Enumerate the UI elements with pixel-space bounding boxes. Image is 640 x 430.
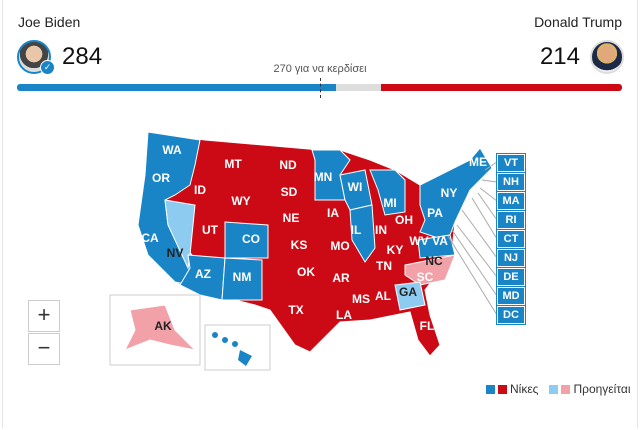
state-nm[interactable]: NM	[232, 270, 252, 284]
state-box-md[interactable]: MD	[496, 286, 526, 306]
rep-progress-bar	[381, 84, 622, 91]
state-ca[interactable]: CA	[141, 231, 159, 245]
hi	[212, 332, 252, 366]
state-box-ri[interactable]: RI	[496, 210, 526, 230]
state-al[interactable]: AL	[375, 289, 391, 303]
legend-wins: Νίκες	[510, 382, 539, 396]
state-hi[interactable]: HI	[219, 346, 231, 360]
northeast	[419, 147, 493, 239]
state-nd[interactable]: ND	[279, 158, 297, 172]
state-sc[interactable]: SC	[416, 270, 434, 284]
zoom-out-button[interactable]: −	[28, 333, 60, 365]
dem-lead-swatch	[549, 384, 559, 394]
state-box-ma[interactable]: MA	[496, 191, 526, 211]
legend-leading: Προηγείται	[573, 382, 631, 396]
state-sd[interactable]: SD	[280, 185, 298, 199]
state-il[interactable]: IL	[350, 223, 362, 237]
state-az[interactable]: AZ	[195, 267, 211, 281]
state-mi[interactable]: MI	[383, 196, 397, 210]
state-wv[interactable]: WV	[409, 234, 429, 248]
state-ok[interactable]: OK	[297, 265, 315, 279]
mi	[369, 169, 406, 216]
zoom-in-button[interactable]: +	[28, 300, 60, 332]
dem-win-swatch	[486, 384, 495, 394]
state-nc[interactable]: NC	[425, 254, 443, 268]
state-mo[interactable]: MO	[330, 239, 350, 253]
state-oh[interactable]: OH	[395, 213, 413, 227]
state-box-ct[interactable]: CT	[496, 229, 526, 249]
state-nv[interactable]: NV	[166, 246, 184, 260]
state-me[interactable]: ME	[469, 155, 487, 169]
state-tn[interactable]: TN	[376, 259, 392, 273]
rep-candidate-name: Donald Trump	[534, 14, 622, 30]
state-ky[interactable]: KY	[386, 243, 404, 257]
state-wy[interactable]: WY	[231, 194, 251, 208]
state-ny[interactable]: NY	[440, 186, 458, 200]
rep-win-swatch	[498, 384, 507, 394]
state-co[interactable]: CO	[242, 232, 260, 246]
threshold-marker	[320, 78, 321, 98]
state-box-nj[interactable]: NJ	[496, 248, 526, 268]
state-ks[interactable]: KS	[290, 238, 308, 252]
dem-votes: 284	[62, 43, 103, 70]
state-wi[interactable]: WI	[347, 180, 363, 194]
winner-check-icon: ✓	[40, 60, 55, 75]
state-mt[interactable]: MT	[224, 157, 242, 171]
state-ga[interactable]: GA	[399, 285, 417, 299]
state-mn[interactable]: MN	[313, 170, 333, 184]
goal-label: 270 για να κερδίσει	[273, 63, 367, 75]
dem-candidate-name: Joe Biden	[18, 14, 81, 30]
state-wa[interactable]: WA	[162, 143, 182, 157]
state-id[interactable]: ID	[194, 183, 206, 197]
state-ms[interactable]: MS	[352, 292, 370, 306]
state-box-de[interactable]: DE	[496, 267, 526, 287]
state-box-dc[interactable]: DC	[496, 305, 526, 325]
state-or[interactable]: OR	[152, 171, 170, 185]
state-box-nh[interactable]: NH	[496, 172, 526, 192]
state-in[interactable]: IN	[375, 223, 387, 237]
state-ut[interactable]: UT	[202, 223, 218, 237]
ga-lead	[394, 281, 426, 311]
nm	[221, 257, 263, 301]
il	[349, 204, 376, 263]
state-la[interactable]: LA	[336, 308, 352, 322]
rep-votes: 214	[539, 43, 580, 70]
rep-avatar	[590, 40, 624, 74]
state-pa[interactable]: PA	[427, 206, 443, 220]
state-fl[interactable]: FL	[419, 319, 435, 333]
state-ak[interactable]: AK	[154, 319, 172, 333]
co	[224, 221, 269, 259]
rep-lead-swatch	[561, 384, 571, 394]
state-ne[interactable]: NE	[282, 211, 300, 225]
undecided-bar	[336, 84, 382, 91]
legend: Νίκες Προηγείται	[486, 382, 631, 396]
state-ia[interactable]: IA	[327, 206, 339, 220]
dem-progress-bar	[17, 84, 337, 91]
ak-lead	[123, 304, 197, 351]
state-va[interactable]: VA	[432, 234, 448, 248]
nc-lead	[404, 254, 456, 286]
state-ar[interactable]: AR	[332, 271, 350, 285]
state-box-vt[interactable]: VT	[496, 153, 526, 173]
state-tx[interactable]: TX	[288, 303, 304, 317]
